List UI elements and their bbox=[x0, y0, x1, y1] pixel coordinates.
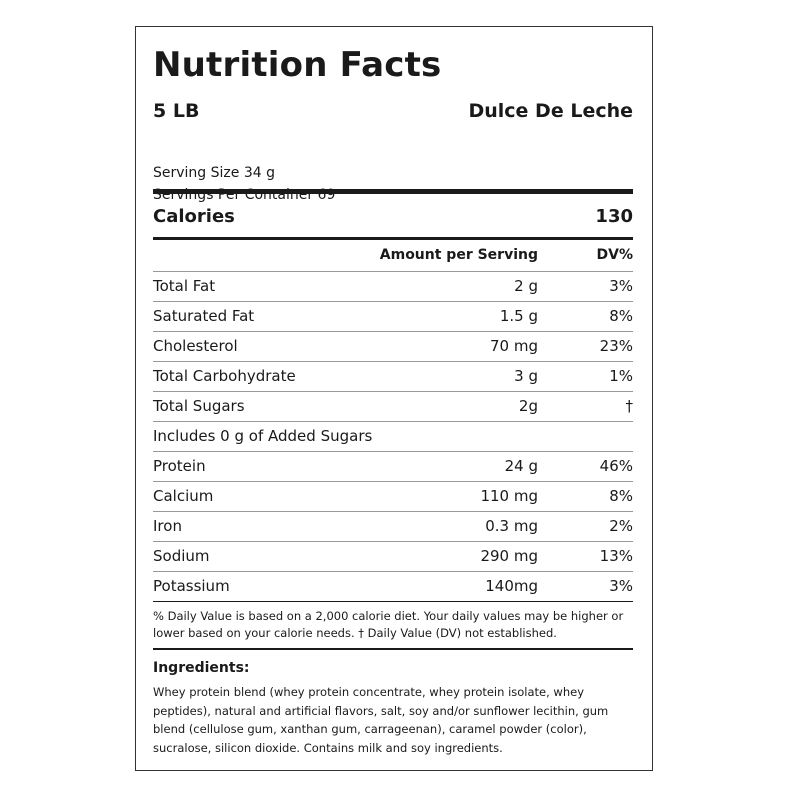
nutrient-amount: 0.3 mg bbox=[485, 517, 538, 535]
nutrient-amount: 140mg bbox=[485, 577, 538, 595]
ingredients-text: Whey protein blend (whey protein concent… bbox=[153, 685, 609, 755]
nutrient-row: Protein 24 g 46% bbox=[153, 451, 633, 481]
nutrient-amount: 2g bbox=[518, 397, 538, 415]
column-header: Amount per Serving DV% bbox=[153, 247, 633, 271]
nutrient-dv: 3% bbox=[609, 577, 633, 595]
nutrient-name: Potassium bbox=[153, 577, 230, 595]
nutrient-row: Total Carbohydrate 3 g 1% bbox=[153, 361, 633, 391]
product-size: 5 LB bbox=[153, 100, 200, 122]
dv-header: DV% bbox=[596, 247, 633, 263]
nutrient-dv: 23% bbox=[599, 337, 633, 355]
nutrient-amount: 24 g bbox=[504, 457, 538, 475]
ingredients-divider bbox=[153, 648, 633, 650]
nutrient-name: Sodium bbox=[153, 547, 210, 565]
medium-divider bbox=[153, 237, 633, 240]
nutrient-name: Calcium bbox=[153, 487, 214, 505]
nutrient-name: Cholesterol bbox=[153, 337, 238, 355]
nutrient-name: Includes 0 g of Added Sugars bbox=[153, 427, 373, 445]
nutrient-row: Total Fat 2 g 3% bbox=[153, 271, 633, 301]
calories-row: Calories 130 bbox=[153, 206, 633, 227]
nutrient-name: Total Fat bbox=[153, 277, 216, 295]
nutrient-row: Cholesterol 70 mg 23% bbox=[153, 331, 633, 361]
nutrient-row: Includes 0 g of Added Sugars bbox=[153, 421, 633, 451]
nutrient-dv: 3% bbox=[609, 277, 633, 295]
nutrient-amount: 70 mg bbox=[490, 337, 538, 355]
nutrient-row: Iron 0.3 mg 2% bbox=[153, 511, 633, 541]
nutrient-row: Potassium 140mg 3% bbox=[153, 571, 633, 602]
nutrient-row: Saturated Fat 1.5 g 8% bbox=[153, 301, 633, 331]
nutrient-dv: 8% bbox=[609, 487, 633, 505]
serving-size: Serving Size 34 g bbox=[153, 165, 275, 181]
daily-value-footnote: % Daily Value is based on a 2,000 calori… bbox=[153, 609, 624, 640]
product-flavor: Dulce De Leche bbox=[468, 100, 633, 122]
nutrient-amount: 110 mg bbox=[480, 487, 538, 505]
ingredients-heading: Ingredients: bbox=[153, 660, 250, 676]
nutrient-dv: 1% bbox=[609, 367, 633, 385]
nutrient-amount: 290 mg bbox=[480, 547, 538, 565]
nutrient-table: Total Fat 2 g 3% Saturated Fat 1.5 g 8% … bbox=[153, 271, 633, 602]
nutrient-name: Protein bbox=[153, 457, 206, 475]
nutrient-name: Total Carbohydrate bbox=[153, 367, 296, 385]
nutrient-amount: 1.5 g bbox=[499, 307, 538, 325]
nutrient-dv: † bbox=[625, 397, 634, 415]
nutrient-amount: 3 g bbox=[514, 367, 538, 385]
nutrient-row: Calcium 110 mg 8% bbox=[153, 481, 633, 511]
nutrient-row: Sodium 290 mg 13% bbox=[153, 541, 633, 571]
nutrient-name: Total Sugars bbox=[153, 397, 245, 415]
calories-label: Calories bbox=[153, 206, 235, 227]
nutrient-row: Total Sugars 2g † bbox=[153, 391, 633, 421]
label-title: Nutrition Facts bbox=[153, 45, 442, 85]
nutrient-dv: 13% bbox=[599, 547, 633, 565]
nutrient-dv: 2% bbox=[609, 517, 633, 535]
nutrient-name: Saturated Fat bbox=[153, 307, 255, 325]
panel-content: Nutrition Facts 5 LB Dulce De Leche Serv… bbox=[153, 27, 633, 770]
nutrient-name: Iron bbox=[153, 517, 182, 535]
nutrition-facts-panel: Nutrition Facts 5 LB Dulce De Leche Serv… bbox=[135, 26, 653, 771]
nutrient-dv: 8% bbox=[609, 307, 633, 325]
nutrient-amount: 2 g bbox=[514, 277, 538, 295]
amount-header: Amount per Serving bbox=[379, 247, 538, 263]
nutrient-dv: 46% bbox=[599, 457, 633, 475]
calories-value: 130 bbox=[595, 206, 633, 227]
thick-divider bbox=[153, 189, 633, 194]
